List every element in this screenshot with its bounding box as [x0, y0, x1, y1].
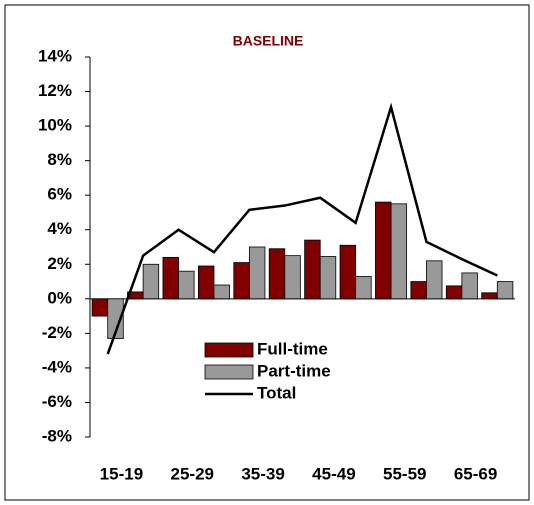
bar — [319, 256, 337, 300]
legend-label: Full-time — [257, 339, 328, 358]
legend-swatch — [204, 342, 254, 358]
x-tick-label: 65-69 — [454, 464, 497, 483]
bar — [197, 265, 215, 300]
y-tick-label: 8% — [47, 150, 72, 169]
y-tick-label: -6% — [42, 392, 72, 411]
x-tick-label: 15-19 — [100, 464, 143, 483]
bar — [339, 244, 357, 300]
y-tick-label: 12% — [38, 81, 72, 100]
bar — [410, 281, 427, 300]
y-tick-label: -8% — [42, 426, 72, 445]
bar — [426, 260, 443, 300]
y-tick-label: 14% — [38, 46, 72, 65]
bar — [481, 292, 498, 300]
y-tick-label: 10% — [38, 116, 72, 135]
bar — [284, 255, 301, 300]
chart-border — [4, 4, 530, 501]
bar — [91, 298, 109, 317]
y-tick-label: -4% — [42, 357, 72, 376]
bar — [390, 203, 408, 300]
bar — [178, 270, 195, 300]
bar — [213, 284, 230, 300]
legend-label: Part-time — [257, 361, 331, 380]
bar — [461, 272, 478, 300]
x-tick-label: 35-39 — [241, 464, 284, 483]
y-tick-label: 0% — [47, 288, 72, 307]
bar — [375, 201, 392, 300]
bar — [268, 248, 286, 300]
bar — [107, 298, 124, 339]
legend-swatch — [204, 364, 254, 380]
y-tick-label: 2% — [47, 254, 72, 273]
bar — [445, 285, 463, 300]
y-tick-label: 4% — [47, 219, 72, 238]
y-tick-label: -2% — [42, 323, 72, 342]
x-tick-label: 55-59 — [383, 464, 426, 483]
bar — [355, 275, 372, 300]
bar — [162, 256, 179, 300]
x-tick-label: 25-29 — [171, 464, 214, 483]
bar — [496, 281, 514, 300]
y-tick-label: 6% — [47, 185, 72, 204]
chart-title: BASELINE — [233, 33, 304, 49]
bar — [304, 239, 321, 300]
x-tick-label: 45-49 — [312, 464, 355, 483]
legend-label: Total — [257, 383, 296, 402]
bar — [142, 263, 160, 300]
bar — [248, 246, 266, 300]
bar — [233, 262, 250, 300]
line — [106, 102, 498, 355]
